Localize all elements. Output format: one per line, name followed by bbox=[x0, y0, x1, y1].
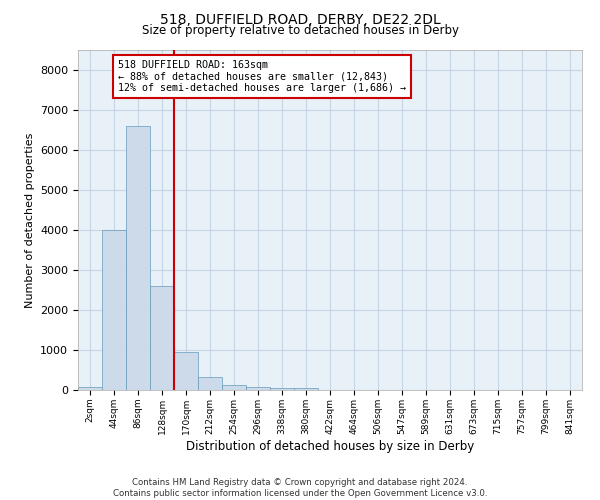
Bar bbox=[150, 286, 174, 390]
Bar bbox=[174, 352, 198, 390]
Text: 518 DUFFIELD ROAD: 163sqm
← 88% of detached houses are smaller (12,843)
12% of s: 518 DUFFIELD ROAD: 163sqm ← 88% of detac… bbox=[118, 60, 406, 94]
Text: 518, DUFFIELD ROAD, DERBY, DE22 2DL: 518, DUFFIELD ROAD, DERBY, DE22 2DL bbox=[160, 12, 440, 26]
Y-axis label: Number of detached properties: Number of detached properties bbox=[25, 132, 35, 308]
X-axis label: Distribution of detached houses by size in Derby: Distribution of detached houses by size … bbox=[186, 440, 474, 452]
Bar bbox=[198, 377, 222, 390]
Bar bbox=[294, 388, 318, 390]
Text: Size of property relative to detached houses in Derby: Size of property relative to detached ho… bbox=[142, 24, 458, 37]
Text: Contains HM Land Registry data © Crown copyright and database right 2024.
Contai: Contains HM Land Registry data © Crown c… bbox=[113, 478, 487, 498]
Bar bbox=[246, 387, 270, 390]
Bar bbox=[78, 387, 102, 390]
Bar bbox=[102, 230, 126, 390]
Bar bbox=[126, 126, 150, 390]
Bar bbox=[270, 388, 294, 390]
Bar bbox=[222, 385, 246, 390]
